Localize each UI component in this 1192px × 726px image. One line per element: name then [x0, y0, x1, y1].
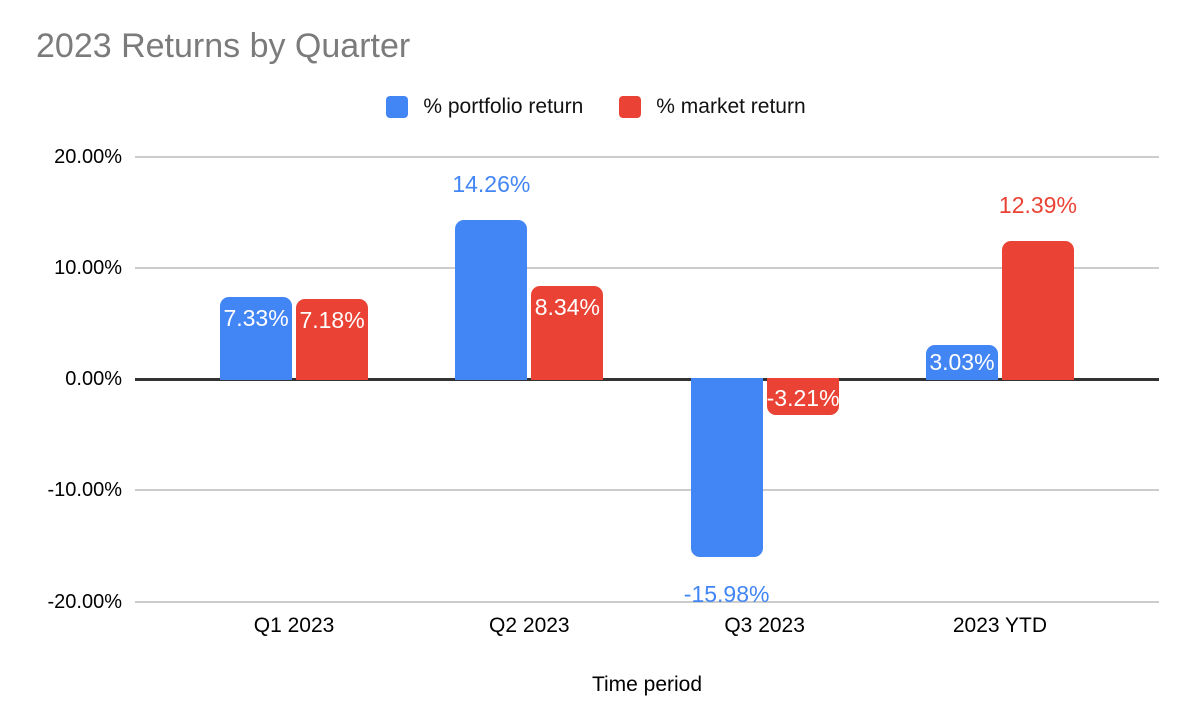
- y-axis-tick-label: 0.00%: [65, 368, 122, 390]
- bar-value-label: -3.21%: [766, 385, 840, 412]
- legend-label-portfolio-return: % portfolio return: [423, 95, 584, 118]
- bar-value-label: 12.39%: [998, 192, 1077, 219]
- legend-item-market-return[interactable]: % market return: [619, 95, 806, 119]
- bar-market-return-q1-2023[interactable]: [296, 299, 369, 381]
- bar-portfolio-return-q2-2023[interactable]: [455, 220, 528, 381]
- legend-item-portfolio-return[interactable]: % portfolio return: [386, 95, 583, 119]
- x-category-label: Q1 2023: [253, 614, 335, 637]
- x-category-label: 2023 YTD: [952, 614, 1048, 637]
- bar-market-return-2023-ytd[interactable]: [1001, 241, 1074, 381]
- x-category-label: Q3 2023: [724, 614, 805, 637]
- y-axis-tick-label: 10.00%: [54, 256, 122, 279]
- portfolio-return-swatch-icon: [386, 96, 409, 118]
- y-axis-tick-label: -10.00%: [47, 479, 123, 502]
- bar-portfolio-return-q3-2023[interactable]: [690, 377, 763, 557]
- bar-portfolio-return-2023-ytd[interactable]: [925, 345, 998, 381]
- bar-value-label: 14.26%: [452, 171, 531, 198]
- legend-label-market-return: % market return: [656, 95, 806, 118]
- bar-value-label: 7.18%: [299, 307, 365, 334]
- gridline: [135, 600, 1159, 603]
- y-axis-tick-label: 20.00%: [54, 145, 122, 168]
- x-axis-line: [135, 377, 1159, 381]
- x-category-label: Q2 2023: [489, 614, 570, 637]
- x-axis-title: Time period: [591, 673, 703, 696]
- gridline: [135, 155, 1159, 158]
- legend: % portfolio return % market return: [0, 95, 1192, 119]
- bar-market-return-q3-2023[interactable]: [766, 377, 839, 415]
- y-axis-tick-label: -20.00%: [47, 590, 123, 613]
- bar-value-label: 8.34%: [534, 294, 600, 321]
- chart-title: 2023 Returns by Quarter: [36, 27, 411, 65]
- gridline: [135, 266, 1159, 269]
- bar-value-label: 7.33%: [223, 305, 289, 332]
- market-return-swatch-icon: [619, 96, 642, 118]
- bar-portfolio-return-q1-2023[interactable]: [220, 297, 293, 381]
- bar-market-return-q2-2023[interactable]: [531, 286, 604, 381]
- gridline: [135, 489, 1159, 492]
- bar-value-label: -15.98%: [683, 580, 770, 607]
- bar-value-label: 3.03%: [929, 349, 995, 376]
